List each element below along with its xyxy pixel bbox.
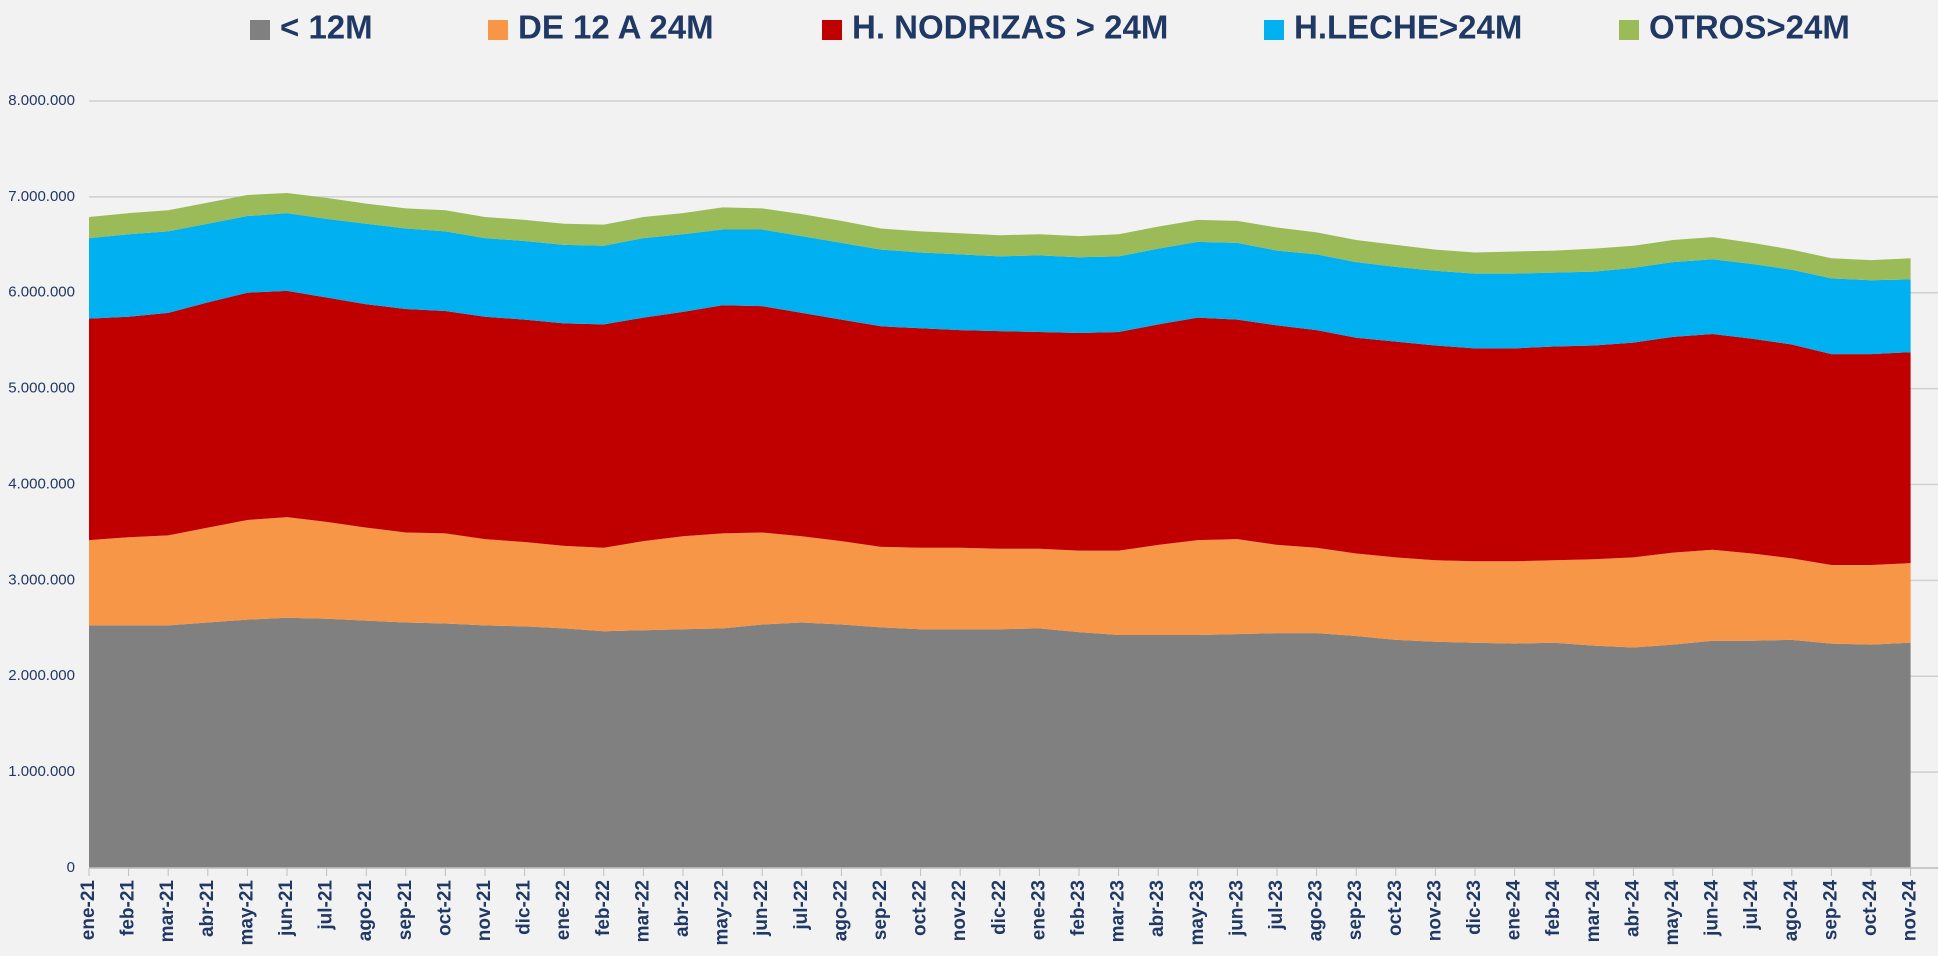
x-tick-label: jul-24 — [1741, 880, 1762, 931]
legend-swatch — [822, 20, 842, 40]
x-tick-label: mar-21 — [157, 880, 178, 943]
area — [89, 618, 1911, 868]
x-tick-label: ene-22 — [553, 880, 574, 940]
legend-label: OTROS>24M — [1649, 9, 1850, 46]
chart: 0 1.000.000 2.000.000 3.000.000 4.000.000 5.0… — [0, 0, 1938, 956]
x-tick-label: may-24 — [1662, 880, 1683, 946]
x-tick-label: ago-24 — [1781, 880, 1802, 942]
x-tick-label: sep-22 — [870, 880, 891, 940]
y-tick-label: 5.000.000 — [8, 380, 75, 397]
x-tick-label: nov-23 — [1424, 880, 1445, 941]
x-tick-label: jul-22 — [791, 880, 812, 931]
x-tick-label: jul-21 — [316, 880, 337, 931]
legend-label: H.LECHE>24M — [1294, 9, 1522, 46]
legend-label: DE 12 A 24M — [518, 9, 714, 46]
legend-label: < 12M — [280, 9, 373, 46]
x-tick-label: oct-22 — [910, 880, 931, 936]
x-tick-label: feb-22 — [593, 880, 614, 936]
x-tick-label: oct-21 — [434, 880, 455, 936]
x-tick-label: abr-24 — [1622, 880, 1643, 937]
x-tick-label: jun-24 — [1702, 880, 1723, 937]
x-tick-label: nov-22 — [949, 880, 970, 941]
x-tick-label: oct-23 — [1385, 880, 1406, 936]
y-tick-label: 8.000.000 — [8, 92, 75, 109]
legend-swatch — [488, 20, 508, 40]
x-tick-label: jun-21 — [276, 880, 297, 937]
x-tick-label: ene-23 — [1028, 880, 1049, 940]
x-tick-label: sep-24 — [1820, 880, 1841, 941]
x-tick-label: sep-23 — [1345, 880, 1366, 940]
x-tick-label: nov-21 — [474, 880, 495, 942]
x-tick-label: ago-21 — [355, 880, 376, 942]
y-tick-label: 1.000.000 — [8, 763, 75, 780]
x-tick-label: ago-23 — [1306, 880, 1327, 941]
x-tick-label: sep-21 — [395, 880, 416, 941]
x-tick-label: mar-22 — [632, 880, 653, 942]
y-tick-label: 4.000.000 — [8, 475, 75, 492]
x-tick-label: feb-24 — [1543, 880, 1564, 936]
x-tick-label: oct-24 — [1860, 880, 1881, 936]
y-tick-label: 3.000.000 — [8, 571, 75, 588]
x-tick-label: dic-23 — [1464, 880, 1485, 935]
x-tick-label: may-21 — [236, 880, 257, 946]
y-tick-label: 2.000.000 — [8, 667, 75, 684]
y-tick-label: 7.000.000 — [8, 188, 75, 205]
x-tick-label: jun-23 — [1226, 880, 1247, 937]
x-tick-label: ene-21 — [78, 880, 99, 941]
x-tick-label: ene-24 — [1504, 880, 1525, 941]
legend-swatch — [1264, 20, 1284, 40]
x-tick-label: feb-23 — [1068, 880, 1089, 936]
x-tick-label: ago-22 — [830, 880, 851, 941]
x-tick-label: jun-22 — [751, 880, 772, 937]
x-tick-label: jul-23 — [1266, 880, 1287, 931]
x-tick-label: mar-24 — [1583, 880, 1604, 943]
y-tick-label: 0 — [67, 859, 75, 876]
legend-swatch — [1619, 20, 1639, 40]
x-tick-label: abr-22 — [672, 880, 693, 937]
y-tick-label: 6.000.000 — [8, 284, 75, 301]
x-tick-label: abr-23 — [1147, 880, 1168, 937]
x-tick-label: nov-24 — [1900, 880, 1921, 942]
x-tick-label: dic-21 — [514, 880, 535, 935]
x-tick-label: feb-21 — [118, 880, 139, 936]
x-tick-label: mar-23 — [1108, 880, 1129, 942]
legend-swatch — [250, 20, 270, 40]
x-tick-label: may-23 — [1187, 880, 1208, 946]
x-tick-label: abr-21 — [197, 880, 218, 937]
x-tick-label: may-22 — [712, 880, 733, 946]
x-tick-label: dic-22 — [989, 880, 1010, 935]
legend-label: H. NODRIZAS > 24M — [852, 9, 1168, 46]
